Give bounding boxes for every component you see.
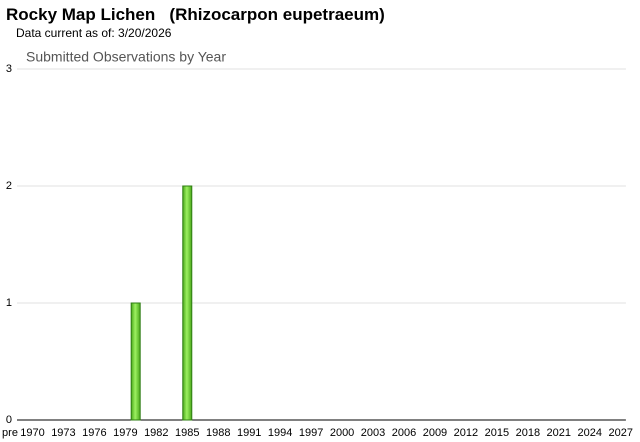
x-tick-label: 1985 bbox=[175, 427, 199, 439]
page-title: Rocky Map Lichen (Rhizocarpon eupetraeum… bbox=[6, 5, 385, 24]
x-tick-label: pre bbox=[2, 427, 18, 439]
x-tick-label: 2027 bbox=[608, 427, 632, 439]
x-tick-label: 2012 bbox=[454, 427, 478, 439]
x-tick-label: 1973 bbox=[51, 427, 75, 439]
x-tick-label: 2006 bbox=[392, 427, 416, 439]
chart-title: Submitted Observations by Year bbox=[26, 49, 226, 65]
x-tick-label: 2000 bbox=[330, 427, 354, 439]
x-tick-label: 2018 bbox=[516, 427, 540, 439]
page-subtitle: Data current as of: 3/20/2026 bbox=[16, 26, 172, 40]
x-tick-label: 2003 bbox=[361, 427, 385, 439]
x-tick-label: 1979 bbox=[113, 427, 137, 439]
y-tick-label: 1 bbox=[6, 297, 12, 309]
y-tick-label: 3 bbox=[6, 63, 12, 75]
x-tick-label: 1982 bbox=[144, 427, 168, 439]
x-tick-label: 1994 bbox=[268, 427, 292, 439]
x-tick-label: 1988 bbox=[206, 427, 230, 439]
x-tick-label: 2009 bbox=[423, 427, 447, 439]
y-tick-label: 0 bbox=[6, 414, 12, 426]
x-tick-label: 1991 bbox=[237, 427, 261, 439]
x-tick-label: 1997 bbox=[299, 427, 323, 439]
x-tick-label: 2024 bbox=[578, 427, 602, 439]
x-tick-label: 2021 bbox=[547, 427, 571, 439]
bar bbox=[130, 302, 141, 421]
x-tick-label: 1976 bbox=[82, 427, 106, 439]
bar bbox=[182, 185, 193, 421]
x-tick-label: 2015 bbox=[485, 427, 509, 439]
x-tick-label: 1970 bbox=[20, 427, 44, 439]
y-tick-label: 2 bbox=[6, 180, 12, 192]
